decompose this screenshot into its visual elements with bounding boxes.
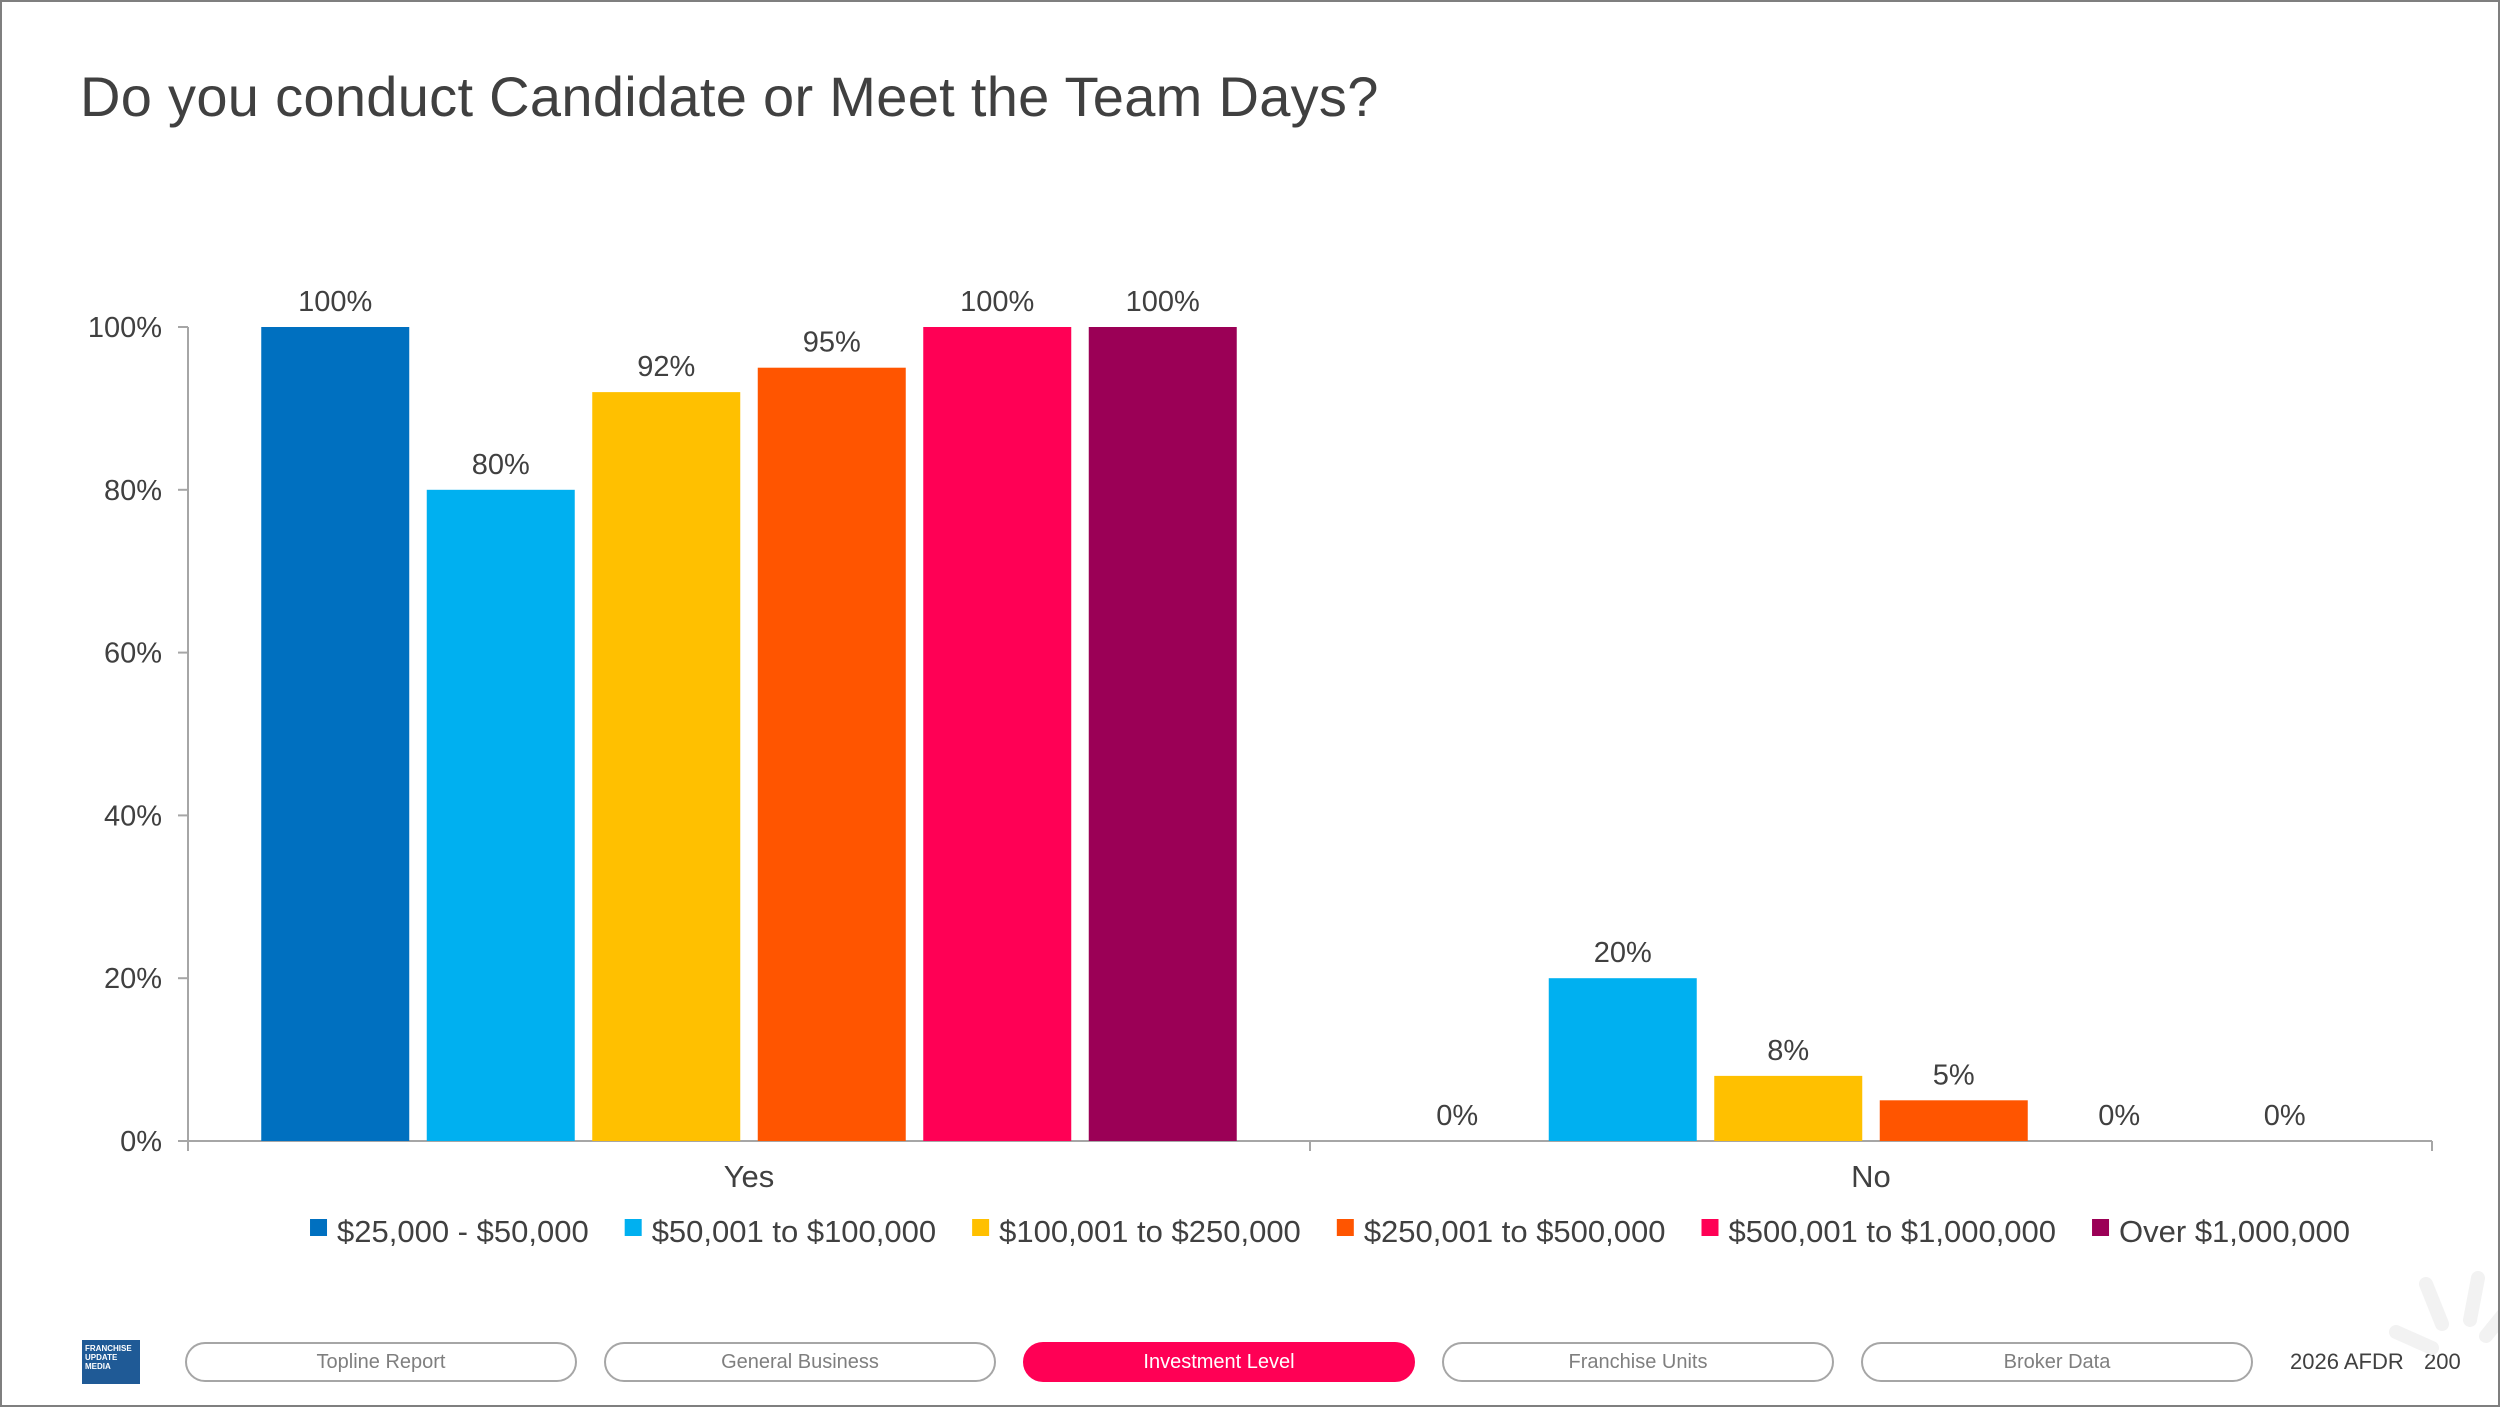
y-tick-label: 20% [104,963,162,995]
bar [592,392,741,1141]
data-label: 0% [2264,1100,2306,1132]
bar [261,327,410,1141]
data-label: 92% [637,351,695,383]
data-label: 100% [298,286,372,318]
y-tick-label: 0% [120,1126,162,1158]
data-label: 0% [2098,1100,2140,1132]
legend-item: $100,001 to $250,000 [972,1214,1301,1249]
legend-swatch [624,1219,642,1236]
report-name: 2026 AFDR [2290,1349,2404,1374]
bar [1879,1100,2028,1141]
sunburst-decoration-icon [2389,1271,2498,1355]
y-tick-label: 60% [104,638,162,670]
y-tick-label: 40% [104,800,162,832]
legend-swatch [1336,1219,1354,1236]
bar [1714,1075,1863,1141]
legend-swatch [310,1219,328,1236]
chart-legend: $25,000 - $50,000 $50,001 to $100,000 $100… [310,1214,2350,1249]
nav-general-business[interactable]: General Business [604,1342,996,1382]
bar [757,367,906,1141]
x-category-label: No [1851,1159,1891,1194]
bar-chart: 0%20%40%60%80%100%Yes No 100%80%92%95%100… [88,286,2433,1249]
bar [1088,327,1237,1141]
data-label: 95% [803,327,861,359]
nav-broker-data[interactable]: Broker Data [1861,1342,2253,1382]
legend-swatch [1701,1219,1719,1236]
legend-label: $250,001 to $500,000 [1364,1214,1666,1249]
bar [923,327,1072,1141]
data-label: 20% [1594,937,1652,969]
data-label: 5% [1933,1059,1975,1091]
legend-item: Over $1,000,000 [2092,1214,2350,1249]
franchise-update-media-logo: FRANCHISE UPDATE MEDIA [82,1340,140,1384]
data-label: 100% [1126,286,1200,318]
bar [426,489,575,1141]
data-label: 8% [1767,1035,1809,1067]
legend-label: $50,001 to $100,000 [652,1214,936,1249]
legend-swatch [2092,1219,2110,1236]
chart-bars [261,327,2028,1141]
x-category-label: Yes [724,1159,775,1194]
data-label: 0% [1436,1100,1478,1132]
nav-investment-level[interactable]: Investment Level [1023,1342,1415,1382]
legend-label: $100,001 to $250,000 [999,1214,1301,1249]
legend-item: $250,001 to $500,000 [1336,1214,1666,1249]
legend-item: $25,000 - $50,000 [310,1214,589,1249]
y-tick-label: 100% [88,312,162,344]
legend-swatch [972,1219,990,1236]
nav-franchise-units[interactable]: Franchise Units [1442,1342,1834,1382]
chart-title: Do you conduct Candidate or Meet the Tea… [80,65,1379,128]
nav-topline-report[interactable]: Topline Report [185,1342,577,1382]
data-label: 100% [960,286,1034,318]
data-label: 80% [472,449,530,481]
legend-item: $50,001 to $100,000 [624,1214,936,1249]
legend-label: $500,001 to $1,000,000 [1729,1214,2057,1249]
bar [1548,978,1697,1141]
legend-label: Over $1,000,000 [2119,1214,2350,1249]
y-tick-label: 80% [104,475,162,507]
chart-data-labels: 100% 80% 92% 95% 100% 100% 0% 20% 8% 5% 0% 0% [298,286,2306,1132]
legend-label: $25,000 - $50,000 [337,1214,589,1249]
legend-item: $500,001 to $1,000,000 [1701,1214,2057,1249]
